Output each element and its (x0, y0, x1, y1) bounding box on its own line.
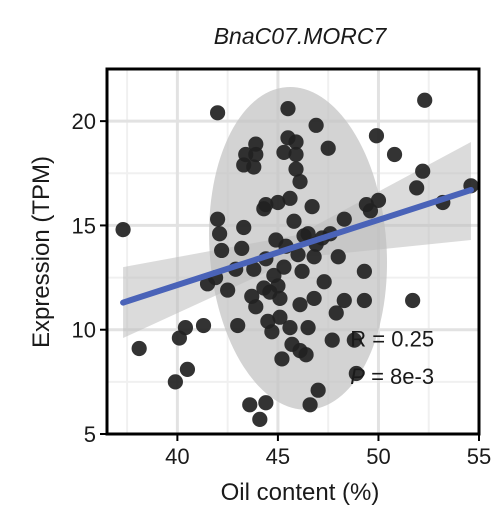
data-point (320, 140, 336, 156)
data-point (304, 199, 320, 215)
p-value-annotation: P = 8e-3 (350, 364, 434, 389)
data-point (298, 347, 314, 363)
data-point (248, 136, 264, 152)
data-point (294, 263, 310, 279)
data-point (386, 146, 403, 163)
data-point (346, 332, 362, 348)
data-point (270, 278, 286, 294)
data-point (286, 213, 302, 229)
data-point (131, 340, 147, 357)
data-point (276, 259, 292, 275)
data-point (348, 365, 364, 382)
data-point (409, 180, 425, 196)
data-point (415, 163, 431, 179)
data-point (272, 309, 288, 325)
data-point (246, 261, 262, 277)
regression-line-layer (120, 186, 474, 306)
data-point (306, 290, 322, 307)
regression-line (120, 186, 474, 306)
data-point (274, 351, 290, 367)
data-point (308, 117, 324, 133)
data-point (179, 361, 196, 377)
data-point (272, 290, 288, 307)
plot-frame (105, 67, 481, 436)
data-point (288, 134, 304, 150)
x-tick-label: 55 (467, 444, 491, 469)
data-point (405, 292, 421, 309)
data-points (115, 92, 479, 427)
data-point (248, 299, 264, 315)
data-point (306, 249, 322, 265)
data-point (316, 274, 332, 290)
data-point (209, 105, 226, 121)
data-point (292, 297, 308, 313)
x-axis-label: Oil content (%) (221, 479, 380, 506)
data-point (248, 146, 264, 163)
data-point (220, 282, 236, 298)
correlation-annotation: R = 0.25 (350, 326, 434, 351)
data-point (336, 292, 352, 309)
data-point (264, 324, 280, 340)
data-point (300, 320, 316, 336)
data-point (417, 92, 433, 108)
data-point (258, 196, 274, 213)
data-point (246, 159, 262, 175)
data-point (236, 219, 252, 236)
p-value-text: = 8e-3 (365, 364, 434, 389)
x-tick-label: 40 (165, 444, 189, 469)
data-point (195, 317, 212, 334)
data-point (336, 211, 352, 227)
chart-title: BnaC07.MORC7 (214, 23, 388, 49)
data-point (288, 146, 304, 163)
data-point (258, 395, 274, 411)
data-point (234, 240, 250, 256)
data-point (302, 397, 318, 413)
data-point (209, 211, 226, 227)
y-tick-label: 10 (72, 318, 96, 343)
data-point (282, 190, 298, 206)
data-point (242, 397, 258, 413)
data-point (290, 247, 306, 263)
data-point (356, 263, 372, 279)
data-point (324, 332, 340, 348)
data-point (276, 144, 292, 161)
data-point (328, 305, 344, 321)
data-point (370, 192, 387, 208)
p-value-symbol: P (350, 364, 365, 389)
y-tick-label: 15 (72, 213, 96, 238)
y-axis-label: Expression (TPM) (28, 156, 55, 348)
x-tick-label: 45 (266, 444, 290, 469)
data-point (292, 174, 308, 190)
y-tick-label: 5 (84, 422, 96, 447)
data-point (362, 203, 379, 219)
data-point (288, 161, 304, 177)
y-tick-label: 20 (72, 109, 96, 134)
data-point (280, 101, 296, 117)
data-point (368, 128, 385, 144)
data-point (300, 226, 316, 242)
data-point (252, 411, 268, 427)
data-point (212, 226, 228, 242)
data-point (115, 222, 131, 238)
data-point (282, 320, 298, 336)
data-point (230, 317, 246, 334)
data-point (167, 374, 183, 390)
data-point (270, 194, 286, 211)
x-tick-label: 50 (366, 444, 390, 469)
data-point (214, 242, 230, 259)
data-point (177, 320, 194, 336)
data-point (310, 382, 326, 398)
data-point (330, 249, 346, 265)
data-point (356, 292, 372, 309)
